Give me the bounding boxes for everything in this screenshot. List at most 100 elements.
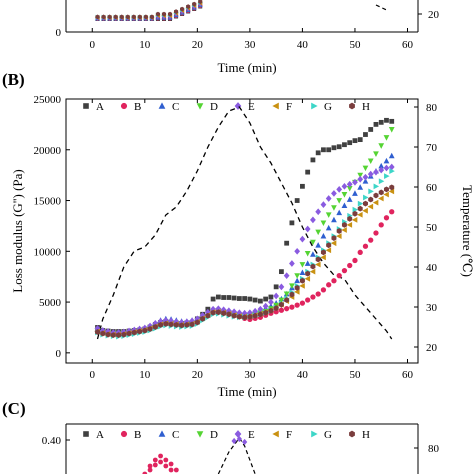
data-point (257, 311, 263, 318)
data-point (231, 312, 237, 319)
data-point (373, 151, 379, 157)
data-point (278, 283, 285, 291)
legend-label: H (362, 101, 370, 113)
data-point (194, 319, 200, 326)
data-point (372, 199, 379, 206)
data-point (325, 212, 332, 218)
legend-marker (234, 430, 242, 438)
top-data-point (95, 14, 100, 20)
top-data-point (107, 14, 112, 20)
top-y-tick-label: 0 (56, 27, 62, 39)
legend-label: E (248, 101, 255, 113)
data-point (215, 294, 221, 300)
legend-marker (349, 102, 355, 110)
x-tick-label: 60 (402, 369, 414, 381)
data-point (262, 302, 269, 310)
legend-label: G (324, 101, 332, 113)
data-point (163, 321, 169, 327)
legend-marker (83, 103, 89, 109)
data-point (121, 331, 127, 338)
y-tick-label: 5000 (39, 297, 62, 309)
data-point (357, 200, 364, 207)
legend-label: A (96, 101, 104, 113)
data-point (362, 200, 368, 207)
data-point (389, 118, 395, 124)
x-tick-label: 50 (349, 369, 361, 381)
data-point (388, 127, 395, 133)
data-point (304, 225, 311, 233)
data-point (289, 304, 295, 310)
data-point (294, 247, 301, 255)
data-point (294, 284, 300, 291)
data-point (336, 198, 343, 204)
data-point (273, 284, 279, 290)
data-point (284, 297, 290, 303)
top-panel-data (94, 0, 387, 21)
c-data-point (241, 438, 248, 446)
y2-tick-label: 40 (426, 262, 438, 274)
data-point (215, 305, 222, 313)
data-point (279, 269, 284, 275)
top-data-point (137, 14, 142, 20)
data-point (383, 157, 390, 164)
data-point (289, 291, 295, 298)
data-point (336, 209, 343, 216)
data-point (331, 216, 337, 223)
top-x-ticks: 0 10 20 30 40 50 60 (90, 28, 413, 51)
data-point (299, 282, 305, 289)
y-tick-label: 10000 (34, 246, 62, 258)
data-point (215, 309, 221, 316)
c-data-point (173, 467, 179, 473)
data-point (389, 184, 395, 191)
legend-marker (311, 430, 318, 438)
data-point (384, 117, 389, 123)
data-point (284, 306, 290, 312)
data-point (200, 315, 206, 322)
data-point (315, 208, 322, 216)
data-point (347, 140, 353, 146)
data-point (205, 312, 211, 319)
data-point (378, 162, 385, 169)
data-point (388, 163, 395, 171)
data-point (252, 312, 258, 319)
data-point (383, 135, 390, 141)
data-point (273, 309, 279, 315)
data-point (299, 269, 306, 276)
data-point (367, 170, 374, 178)
data-point (315, 242, 322, 248)
legend-marker (272, 102, 279, 110)
data-point (336, 144, 342, 150)
data-point (378, 178, 385, 185)
data-point (310, 263, 316, 270)
top-x-tick-label: 40 (297, 39, 309, 51)
data-point (373, 168, 379, 176)
c-data-point (163, 457, 169, 463)
data-point (373, 230, 379, 236)
data-point (210, 296, 216, 302)
panel-b-label: (B) (2, 70, 25, 89)
data-point (100, 330, 106, 337)
data-point (357, 211, 363, 218)
top-data-point (180, 6, 185, 12)
x-tick-label: 30 (244, 369, 256, 381)
legend-marker (272, 430, 279, 438)
legend-marker (158, 430, 166, 437)
data-point (278, 307, 285, 313)
data-point (294, 273, 301, 279)
data-point (304, 275, 311, 282)
panel-c: (C) A B C D E F G H 0.40 80 (2, 399, 440, 474)
top-data-point (192, 1, 197, 7)
data-point (357, 205, 363, 212)
data-point (210, 305, 216, 313)
data-point (184, 322, 190, 328)
data-point (363, 194, 369, 201)
data-point (367, 158, 374, 165)
c-data-point (147, 467, 153, 473)
legend-label: G (324, 429, 332, 441)
x-tick-label: 0 (90, 369, 96, 381)
data-point (341, 202, 348, 209)
c-data-point (168, 467, 174, 473)
data-point (268, 294, 274, 300)
data-point (252, 297, 258, 303)
data-point (347, 215, 353, 222)
